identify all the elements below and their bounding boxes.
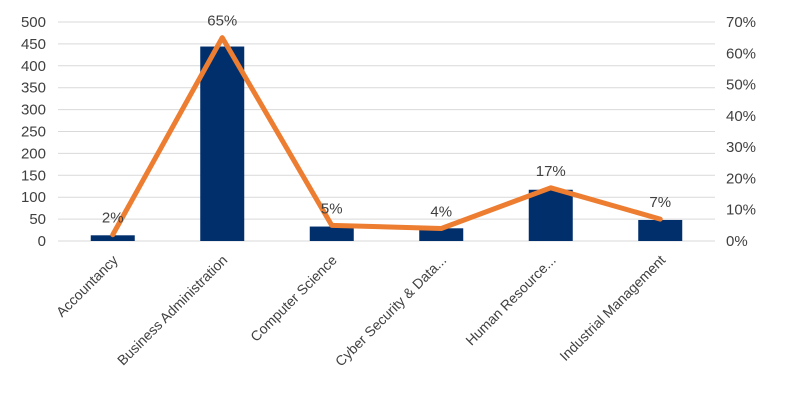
left-axis-tick-label: 200	[21, 145, 46, 162]
right-axis-tick-label: 50%	[726, 77, 756, 94]
left-axis-tick-label: 500	[21, 14, 46, 31]
left-axis-tick-label: 450	[21, 36, 46, 53]
gridlines	[58, 21, 715, 242]
bar	[419, 228, 464, 241]
category-label: Cyber Security & Data...	[332, 252, 450, 370]
left-axis-tick-label: 150	[21, 167, 46, 184]
bar	[200, 46, 245, 241]
right-axis-tick-label: 0%	[726, 233, 748, 250]
right-axis: 0% 10% 20% 30% 40% 50% 60% 70%	[726, 14, 756, 250]
bar	[90, 235, 135, 241]
left-axis-tick-label: 0	[38, 233, 46, 250]
category-label: Industrial Management	[556, 252, 668, 364]
data-label: 65%	[207, 13, 237, 30]
left-axis: 0 50 100 150 200 250 300 350 400 450 500	[21, 14, 46, 250]
right-axis-tick-label: 30%	[726, 139, 756, 156]
data-label: 7%	[649, 194, 671, 211]
right-axis-tick-label: 20%	[726, 170, 756, 187]
data-label: 4%	[430, 203, 452, 220]
bar	[528, 189, 573, 241]
right-axis-tick-label: 60%	[726, 45, 756, 62]
bar	[309, 226, 354, 241]
category-label: Business Administration	[114, 252, 230, 368]
data-label: 5%	[321, 200, 343, 217]
data-label: 2%	[102, 210, 124, 227]
left-axis-tick-label: 350	[21, 80, 46, 97]
category-label: Human Resource...	[462, 252, 559, 349]
left-axis-tick-label: 50	[29, 211, 46, 228]
bar-series	[90, 46, 683, 241]
right-axis-tick-label: 10%	[726, 202, 756, 219]
line-series-path	[110, 35, 663, 238]
right-axis-tick-label: 40%	[726, 108, 756, 125]
category-label: Computer Science	[247, 252, 340, 345]
left-axis-tick-label: 400	[21, 58, 46, 75]
line-series	[110, 35, 663, 238]
right-axis-tick-label: 70%	[726, 14, 756, 31]
left-axis-tick-label: 300	[21, 102, 46, 119]
bar	[638, 219, 683, 241]
left-axis-tick-label: 100	[21, 189, 46, 206]
category-label: Accountancy	[53, 252, 121, 320]
left-axis-tick-label: 250	[21, 124, 46, 141]
data-label: 17%	[536, 163, 566, 180]
data-labels: 2% 65% 5% 4% 17% 7%	[102, 13, 671, 227]
